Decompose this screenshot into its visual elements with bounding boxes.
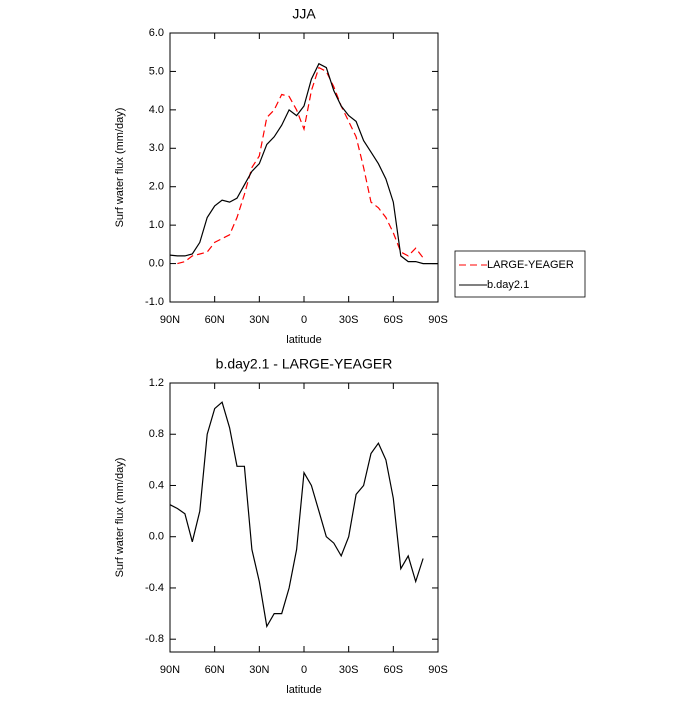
legend-label: LARGE-YEAGER <box>487 259 574 271</box>
y-tick-label: 0.8 <box>149 428 164 440</box>
y-tick-label: -0.8 <box>145 633 164 645</box>
x-tick-label: 90N <box>160 664 180 676</box>
y-tick-label: 1.0 <box>149 219 164 231</box>
x-axis-label: latitude <box>286 684 321 696</box>
y-tick-label: 0.0 <box>149 257 164 269</box>
x-tick-label: 90N <box>160 314 180 326</box>
x-tick-label: 30N <box>249 314 269 326</box>
chart-title: JJA <box>292 6 316 22</box>
x-tick-label: 60N <box>205 664 225 676</box>
x-tick-label: 0 <box>301 664 307 676</box>
x-tick-label: 30S <box>339 314 359 326</box>
y-tick-label: -0.4 <box>145 582 164 594</box>
y-tick-label: 0.0 <box>149 531 164 543</box>
chart-title: b.day2.1 - LARGE-YEAGER <box>216 356 393 372</box>
x-tick-label: 60N <box>205 314 225 326</box>
data-line <box>169 62 438 265</box>
y-tick-label: 4.0 <box>149 104 164 116</box>
legend-label: b.day2.1 <box>487 279 529 291</box>
plot-frame <box>169 382 439 653</box>
y-tick-label: 2.0 <box>149 181 164 193</box>
x-tick-label: 0 <box>301 314 307 326</box>
y-tick-label: 0.4 <box>149 479 164 491</box>
x-tick-label: 30N <box>249 664 269 676</box>
data-line <box>169 401 424 629</box>
y-tick-label: 1.2 <box>149 377 164 389</box>
x-tick-label: 60S <box>384 314 404 326</box>
legend-box <box>454 250 586 298</box>
y-axis-label: Surf water flux (mm/day) <box>114 458 126 578</box>
x-axis-label: latitude <box>286 334 321 346</box>
x-tick-label: 90S <box>428 314 448 326</box>
y-tick-label: 5.0 <box>149 65 164 77</box>
plot-frame <box>169 32 439 303</box>
data-line <box>177 66 424 265</box>
x-tick-label: 90S <box>428 664 448 676</box>
x-tick-label: 60S <box>384 664 404 676</box>
y-tick-label: 6.0 <box>149 27 164 39</box>
y-axis-label: Surf water flux (mm/day) <box>114 108 126 228</box>
y-tick-label: -1.0 <box>145 296 164 308</box>
x-tick-label: 30S <box>339 664 359 676</box>
y-tick-label: 3.0 <box>149 142 164 154</box>
